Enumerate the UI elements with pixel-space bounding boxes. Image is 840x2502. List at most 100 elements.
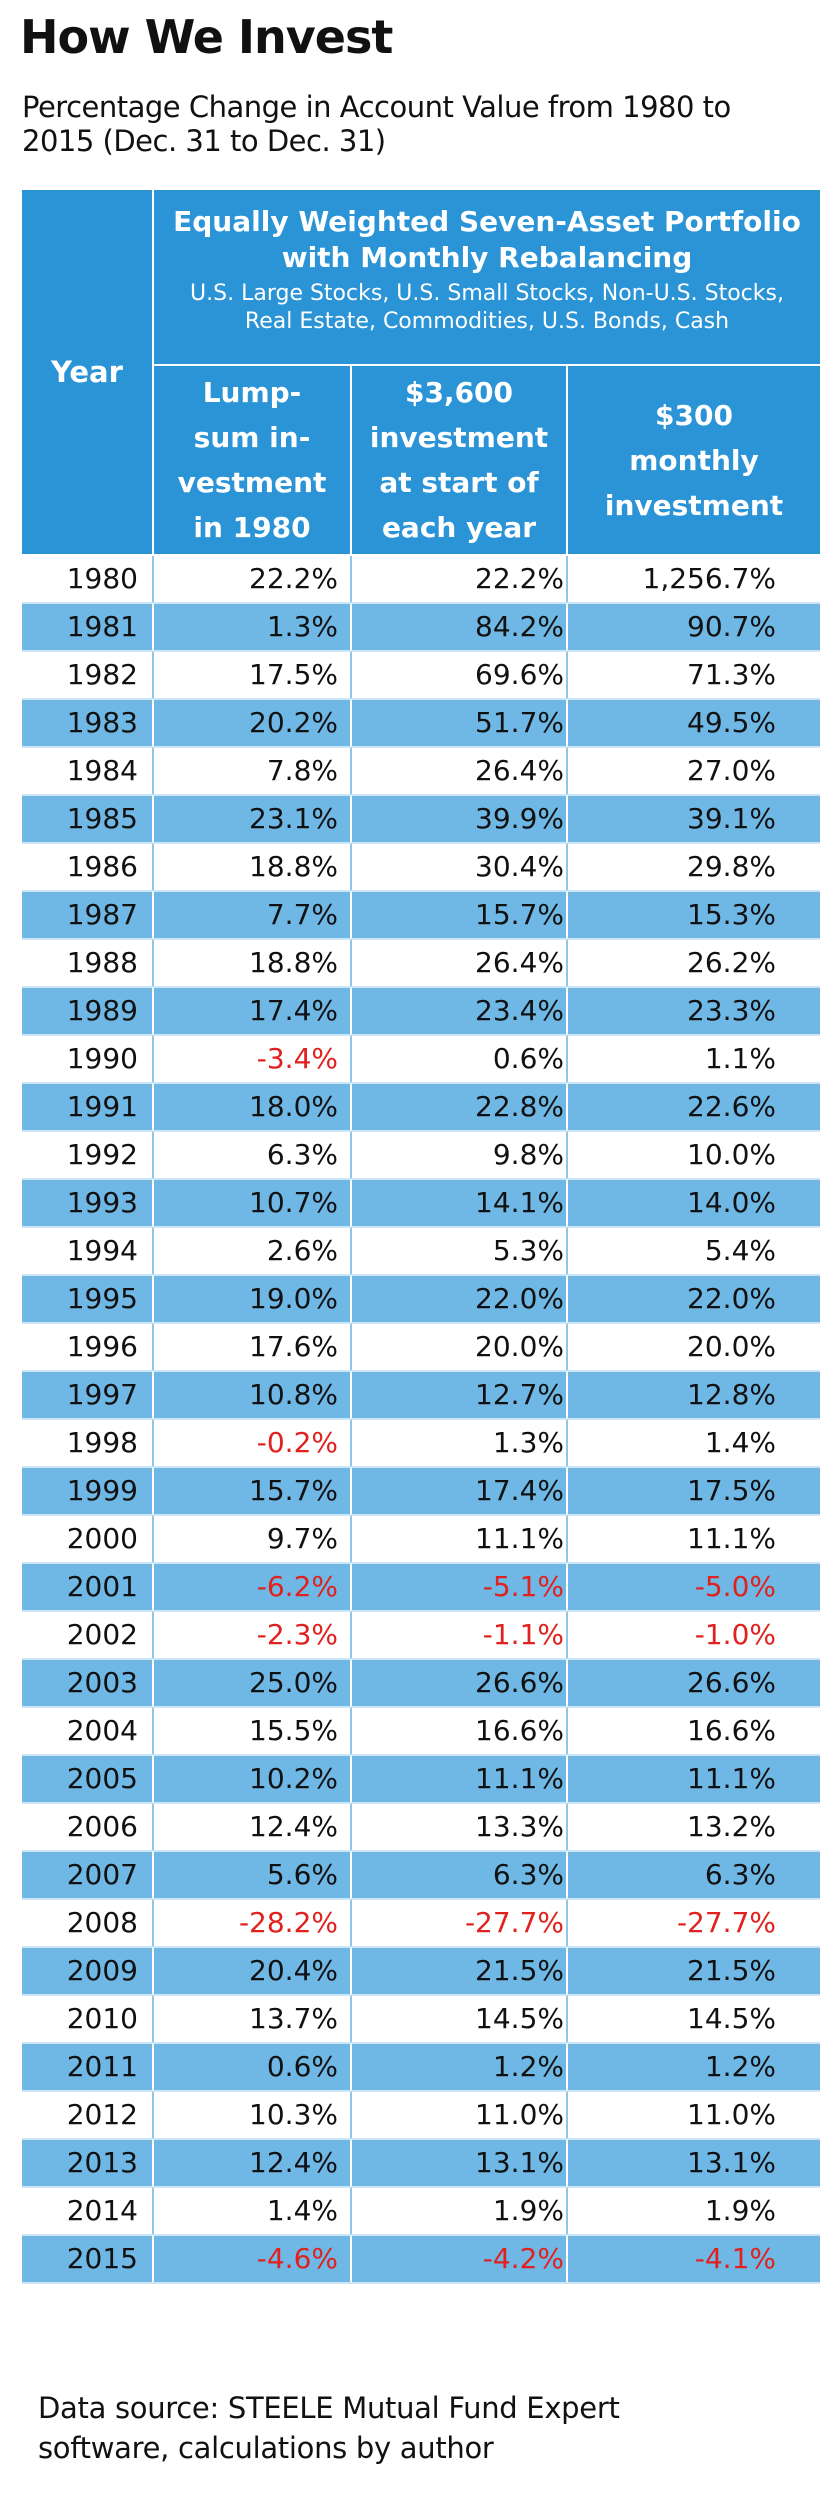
value-cell: 11.1% [687,1762,776,1795]
value-cell: 23.4% [475,994,564,1027]
table-row: 2011 0.6% 1.2% 1.2% [22,2044,820,2092]
column-header-line: investment [604,488,784,522]
column-divider [350,1948,352,1994]
column-divider [350,1996,352,2042]
column-divider [350,1900,352,1946]
year-cell: 2013 [66,2146,138,2179]
column-divider [566,1228,568,1274]
column-divider [152,1564,154,1610]
table-row: 1988 18.8% 26.4% 26.2% [22,940,820,988]
column-divider [566,1804,568,1850]
value-cell: 22.2% [249,562,338,595]
value-cell: 1,256.7% [642,562,776,595]
value-cell: 18.8% [249,946,338,979]
column-divider [566,1036,568,1082]
column-header-line: Lump- [202,376,302,409]
value-cell: 18.8% [249,850,338,883]
value-cell: -2.3% [256,1618,338,1651]
column-divider [350,988,352,1034]
year-cell: 1986 [66,850,138,883]
table-row: 2014 1.4% 1.9% 1.9% [22,2188,820,2236]
column-divider [566,748,568,794]
table-row: 1989 17.4% 23.4% 23.3% [22,988,820,1036]
value-cell: 1.2% [704,2050,776,2083]
year-cell: 2011 [66,2050,138,2083]
year-cell: 2010 [66,2002,138,2035]
column-header-line: $300 [655,398,733,432]
table-row: 2008 -28.2% -27.7% -27.7% [22,1900,820,1948]
year-cell: 2003 [66,1666,138,1699]
value-cell: 17.5% [687,1474,776,1507]
table-row: 1982 17.5% 69.6% 71.3% [22,652,820,700]
value-cell: -27.7% [464,1906,564,1939]
value-cell: 17.4% [475,1474,564,1507]
value-cell: 20.4% [249,1954,338,1987]
value-cell: 14.1% [475,1186,564,1219]
value-cell: 10.8% [249,1378,338,1411]
column-divider [350,2236,352,2282]
value-cell: 13.2% [687,1810,776,1843]
column-divider [566,988,568,1034]
column-header-line: vestment [177,466,327,499]
value-cell: 12.4% [249,1810,338,1843]
group-header-line: with Monthly Rebalancing [281,241,693,274]
value-cell: 69.6% [475,658,564,691]
column-divider [152,2044,154,2090]
table-row: 1995 19.0% 22.0% 22.0% [22,1276,820,1324]
value-cell: 27.0% [687,754,776,787]
table-row: 1994 2.6% 5.3% 5.4% [22,1228,820,1276]
column-divider [566,2188,568,2234]
column-divider [350,1852,352,1898]
source-line: software, calculations by author [38,2431,494,2465]
column-divider [152,1852,154,1898]
column-header-line: monthly [629,443,759,477]
column-divider [152,892,154,938]
column-divider [350,844,352,890]
value-cell: 13.1% [687,2146,776,2179]
column-divider [152,1372,154,1418]
column-divider [152,2140,154,2186]
value-cell: 1.9% [492,2194,564,2227]
column-header-lump-sum: Lump- sum in- vestment in 1980 [154,366,350,554]
column-divider [152,652,154,698]
value-cell: 10.0% [687,1138,776,1171]
value-cell: 15.3% [687,898,776,931]
value-cell: 26.4% [475,754,564,787]
value-cell: 22.6% [687,1090,776,1123]
column-divider [152,1132,154,1178]
column-divider [566,1660,568,1706]
column-divider [566,1324,568,1370]
column-divider [566,1468,568,1514]
value-cell: 0.6% [266,2050,338,2083]
value-cell: -6.2% [256,1570,338,1603]
value-cell: 20.0% [475,1330,564,1363]
value-cell: 16.6% [475,1714,564,1747]
value-cell: 90.7% [687,610,776,643]
column-divider [152,1180,154,1226]
column-divider [152,796,154,842]
value-cell: 7.8% [266,754,338,787]
value-cell: -4.2% [482,2242,564,2275]
value-cell: 21.5% [475,1954,564,1987]
table-row: 2013 12.4% 13.1% 13.1% [22,2140,820,2188]
value-cell: 23.1% [249,802,338,835]
column-header-line: at start of [379,466,539,499]
value-cell: 15.5% [249,1714,338,1747]
value-cell: 20.0% [687,1330,776,1363]
value-cell: 17.4% [249,994,338,1027]
year-cell: 2002 [66,1618,138,1651]
value-cell: 29.8% [687,850,776,883]
value-cell: 19.0% [249,1282,338,1315]
year-cell: 2015 [66,2242,138,2275]
group-subheader-line: U.S. Large Stocks, U.S. Small Stocks, No… [190,281,784,306]
header-divider [566,366,568,554]
table-row: 1983 20.2% 51.7% 49.5% [22,700,820,748]
value-cell: -28.2% [238,1906,338,1939]
subtitle-line: Percentage Change in Account Value from … [22,90,731,124]
value-cell: 11.0% [687,2098,776,2131]
value-cell: 15.7% [475,898,564,931]
column-divider [350,1756,352,1802]
column-divider [152,700,154,746]
year-cell: 1996 [66,1330,138,1363]
